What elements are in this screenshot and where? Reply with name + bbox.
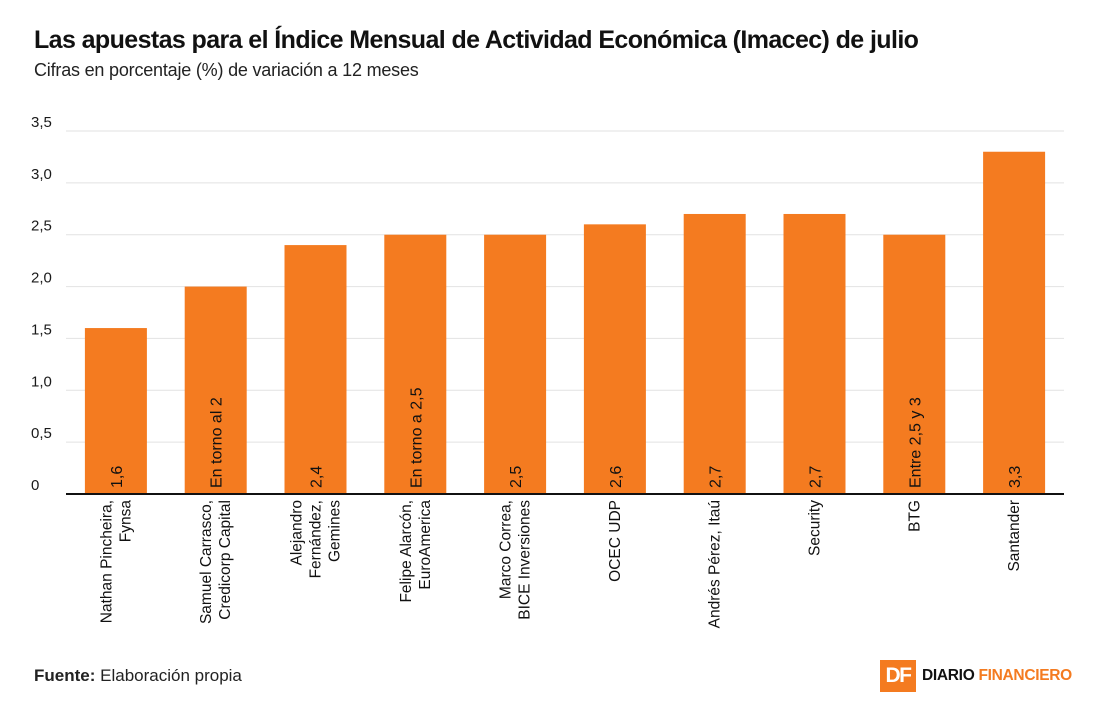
category-label-line: Andrés Pérez, Itaú — [707, 500, 724, 628]
category-label: Felipe Alarcón, EuroAmerica — [398, 500, 434, 603]
y-tick-label: 1,5 — [31, 321, 52, 338]
category-label: Nathan Pincheira, Fynsa — [98, 500, 134, 624]
y-tick-label: 3,5 — [31, 114, 52, 131]
category-label-line: Fernández, — [308, 500, 325, 578]
bar — [384, 234, 447, 494]
diario-financiero-logo: DF DIARIO FINANCIERO — [880, 660, 1072, 692]
category-label-line: Nathan Pincheira, — [98, 500, 115, 623]
source-note: Fuente: Elaboración propia — [34, 666, 242, 686]
bar — [484, 234, 547, 494]
bar — [84, 328, 147, 494]
y-tick-label: 3,0 — [31, 166, 52, 183]
bar — [184, 286, 247, 494]
category-label-line: BTG — [906, 500, 923, 532]
category-label-line: EuroAmerica — [417, 500, 434, 590]
logo-name-part2: FINANCIERO — [978, 667, 1072, 684]
category-label-line: Credicorp Capital — [217, 500, 234, 620]
category-label: OCEC UDP — [607, 500, 624, 582]
category-label-line: BICE Inversiones — [517, 500, 534, 620]
category-label: BTG — [906, 500, 923, 532]
category-label: Marco Correa, BICE Inversiones — [498, 500, 534, 620]
data-label: Entre 2,5 y 3 — [907, 397, 924, 488]
bar — [284, 245, 347, 494]
data-label: 2,7 — [708, 466, 725, 488]
category-label-line: Felipe Alarcón, — [398, 500, 415, 603]
y-tick-label: 0 — [31, 477, 39, 494]
y-tick-label: 2,5 — [31, 218, 52, 235]
category-label-line: Fynsa — [117, 500, 134, 543]
bar — [683, 213, 746, 494]
source-label: Fuente: — [34, 666, 96, 685]
y-tick-label: 2,0 — [31, 270, 52, 287]
data-label: En torno a 2,5 — [408, 387, 425, 488]
bar — [583, 224, 646, 495]
category-label-line: Marco Correa, — [498, 500, 515, 599]
data-label: 3,3 — [1007, 466, 1024, 488]
category-label-line: OCEC UDP — [607, 500, 624, 582]
category-label: Andrés Pérez, Itaú — [707, 500, 724, 628]
data-label: En torno al 2 — [209, 397, 226, 488]
data-label: 1,6 — [109, 466, 126, 488]
logo-text: DIARIO FINANCIERO — [922, 667, 1072, 685]
category-label-line: Security — [807, 500, 824, 556]
category-label-line: Samuel Carrasco, — [198, 500, 215, 624]
category-label: Security — [807, 500, 824, 556]
category-label: Alejandro Fernández, Gemines — [289, 500, 344, 579]
logo-mark: DF — [880, 660, 916, 692]
source-text: Elaboración propia — [100, 666, 242, 685]
chart-subtitle: Cifras en porcentaje (%) de variación a … — [34, 60, 419, 80]
category-label: Santander — [1006, 500, 1023, 572]
bar — [883, 234, 946, 494]
y-tick-label: 0,5 — [31, 425, 52, 442]
bar — [783, 213, 846, 494]
category-label-line: Gemines — [327, 500, 344, 562]
data-label: 2,5 — [508, 466, 525, 488]
data-label: 2,7 — [808, 466, 825, 488]
chart-title: Las apuestas para el Índice Mensual de A… — [34, 26, 919, 54]
category-label: Samuel Carrasco, Credicorp Capital — [198, 500, 234, 624]
bar-chart: 0 0,5 1,0 1,5 2,0 2,5 3,0 3,5 1,6 Nathan Pincheir… — [31, 114, 1064, 628]
y-tick-label: 1,0 — [31, 373, 52, 390]
logo-name-part1: DIARIO — [922, 667, 979, 684]
category-label-line: Alejandro — [289, 500, 306, 566]
bar — [983, 151, 1046, 494]
data-label: 2,6 — [608, 466, 625, 488]
data-label: 2,4 — [309, 466, 326, 488]
category-label-line: Santander — [1006, 500, 1023, 572]
